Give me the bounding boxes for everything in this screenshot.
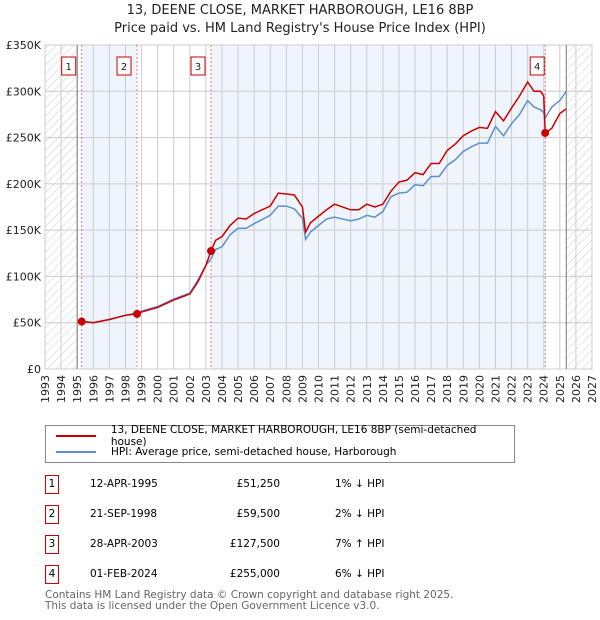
sale-point — [207, 246, 216, 255]
x-tick-label: 1997 — [103, 375, 116, 403]
sale-date: 21-SEP-1998 — [90, 508, 158, 520]
sale-row: 4 01-FEB-2024 £255,000 6% ↓ HPI — [45, 565, 545, 585]
sale-hpi-diff: 1% ↓ HPI — [335, 478, 385, 490]
chart-subtitle: Price paid vs. HM Land Registry's House … — [114, 21, 486, 36]
sale-number: 1 — [45, 475, 59, 494]
x-tick-label: 2026 — [570, 375, 583, 403]
x-tick-label: 1993 — [39, 375, 52, 403]
x-tick-label: 2012 — [345, 375, 358, 403]
y-tick-label: £50K — [13, 317, 42, 330]
sale-row: 1 12-APR-1995 £51,250 1% ↓ HPI — [45, 475, 545, 495]
x-tick-label: 2002 — [184, 375, 197, 403]
y-tick-label: £250K — [6, 132, 42, 145]
x-tick-label: 1998 — [119, 375, 132, 403]
footer-line-1: Contains HM Land Registry data © Crown c… — [45, 589, 454, 601]
x-tick-label: 1994 — [55, 375, 68, 403]
y-tick-label: £300K — [6, 85, 42, 98]
y-tick-label: £350K — [6, 39, 42, 52]
footer: Contains HM Land Registry data © Crown c… — [45, 590, 453, 612]
sale-hpi-diff: 7% ↑ HPI — [335, 538, 385, 550]
x-tick-label: 2017 — [425, 375, 438, 403]
chart-title: 13, DEENE CLOSE, MARKET HARBOROUGH, LE16… — [126, 3, 474, 18]
x-tick-label: 2010 — [313, 375, 326, 403]
y-tick-label: £100K — [6, 270, 42, 283]
x-tick-label: 2021 — [489, 375, 502, 403]
sale-price: £51,250 — [236, 478, 280, 490]
price-chart: 1 2 3 4 1993 1994 1995 1996 1997 1998 1999 2000 2001… — [6, 39, 599, 403]
sale-point — [541, 128, 550, 137]
sale-price: £255,000 — [229, 568, 280, 580]
legend-label: 13, DEENE CLOSE, MARKET HARBOROUGH, LE16… — [110, 424, 477, 448]
sale-label: 2 — [121, 62, 127, 73]
sale-date: 28-APR-2003 — [90, 538, 158, 550]
x-tick-label: 2013 — [361, 375, 374, 403]
sale-number: 2 — [45, 505, 59, 524]
x-tick-label: 2005 — [232, 375, 245, 403]
sale-price: £127,500 — [229, 538, 280, 550]
sale-number: 4 — [45, 565, 59, 584]
sale-label: 3 — [195, 62, 201, 73]
sale-label-box — [190, 56, 206, 76]
sale-label-box — [116, 56, 132, 76]
x-tick-label: 2001 — [168, 375, 181, 403]
x-tick-label: 1999 — [136, 375, 149, 403]
x-tick-label: 2003 — [200, 375, 213, 403]
sale-hpi-diff: 6% ↓ HPI — [335, 568, 385, 580]
hatched-region — [566, 45, 592, 369]
series-line — [81, 80, 567, 324]
legend-swatch-red — [56, 435, 96, 437]
sale-label-box — [61, 56, 77, 76]
legend-item-property: 13, DEENE CLOSE, MARKET HARBOROUGH, LE16… — [56, 424, 514, 448]
x-tick-label: 2023 — [522, 375, 535, 403]
sale-label: 4 — [534, 62, 540, 73]
sale-row: 2 21-SEP-1998 £59,500 2% ↓ HPI — [45, 505, 545, 525]
sale-price: £59,500 — [236, 508, 280, 520]
sale-row: 3 28-APR-2003 £127,500 7% ↑ HPI — [45, 535, 545, 555]
x-tick-label: 1996 — [87, 375, 100, 403]
x-tick-label: 2006 — [248, 375, 261, 403]
legend-swatch-blue — [56, 451, 96, 453]
x-tick-label: 2020 — [473, 375, 486, 403]
sale-number: 3 — [45, 535, 59, 554]
x-tick-label: 2004 — [216, 375, 229, 403]
x-tick-label: 2018 — [441, 375, 454, 403]
sale-point — [77, 317, 86, 326]
sale-label-box — [529, 56, 545, 76]
legend-item-hpi: HPI: Average price, semi-detached house,… — [56, 444, 396, 460]
x-tick-label: 2015 — [393, 375, 406, 403]
footer-line-2: This data is licensed under the Open Gov… — [45, 600, 380, 612]
sale-date: 12-APR-1995 — [90, 478, 158, 490]
sale-date: 01-FEB-2024 — [90, 568, 158, 580]
y-tick-label: £150K — [6, 224, 42, 237]
x-tick-label: 2025 — [554, 375, 567, 403]
x-tick-label: 1995 — [71, 375, 84, 403]
legend: 13, DEENE CLOSE, MARKET HARBOROUGH, LE16… — [45, 424, 515, 463]
y-tick-label: £0 — [27, 363, 41, 376]
x-tick-label: 2014 — [377, 375, 390, 403]
y-tick-label: £200K — [6, 178, 42, 191]
x-tick-label: 2008 — [280, 375, 293, 403]
x-tick-label: 2019 — [457, 375, 470, 403]
x-tick-label: 2007 — [264, 375, 277, 403]
sale-label: 1 — [65, 62, 71, 73]
legend-label: HPI: Average price, semi-detached house,… — [111, 446, 397, 458]
x-tick-label: 2024 — [538, 375, 551, 403]
x-tick-label: 2000 — [152, 375, 165, 403]
x-tick-label: 2016 — [409, 375, 422, 403]
sale-hpi-diff: 2% ↓ HPI — [335, 508, 385, 520]
x-tick-label: 2022 — [506, 375, 519, 403]
sale-point — [133, 309, 142, 318]
x-tick-label: 2009 — [296, 375, 309, 403]
x-tick-label: 2011 — [329, 375, 342, 403]
x-tick-label: 2027 — [586, 375, 599, 403]
